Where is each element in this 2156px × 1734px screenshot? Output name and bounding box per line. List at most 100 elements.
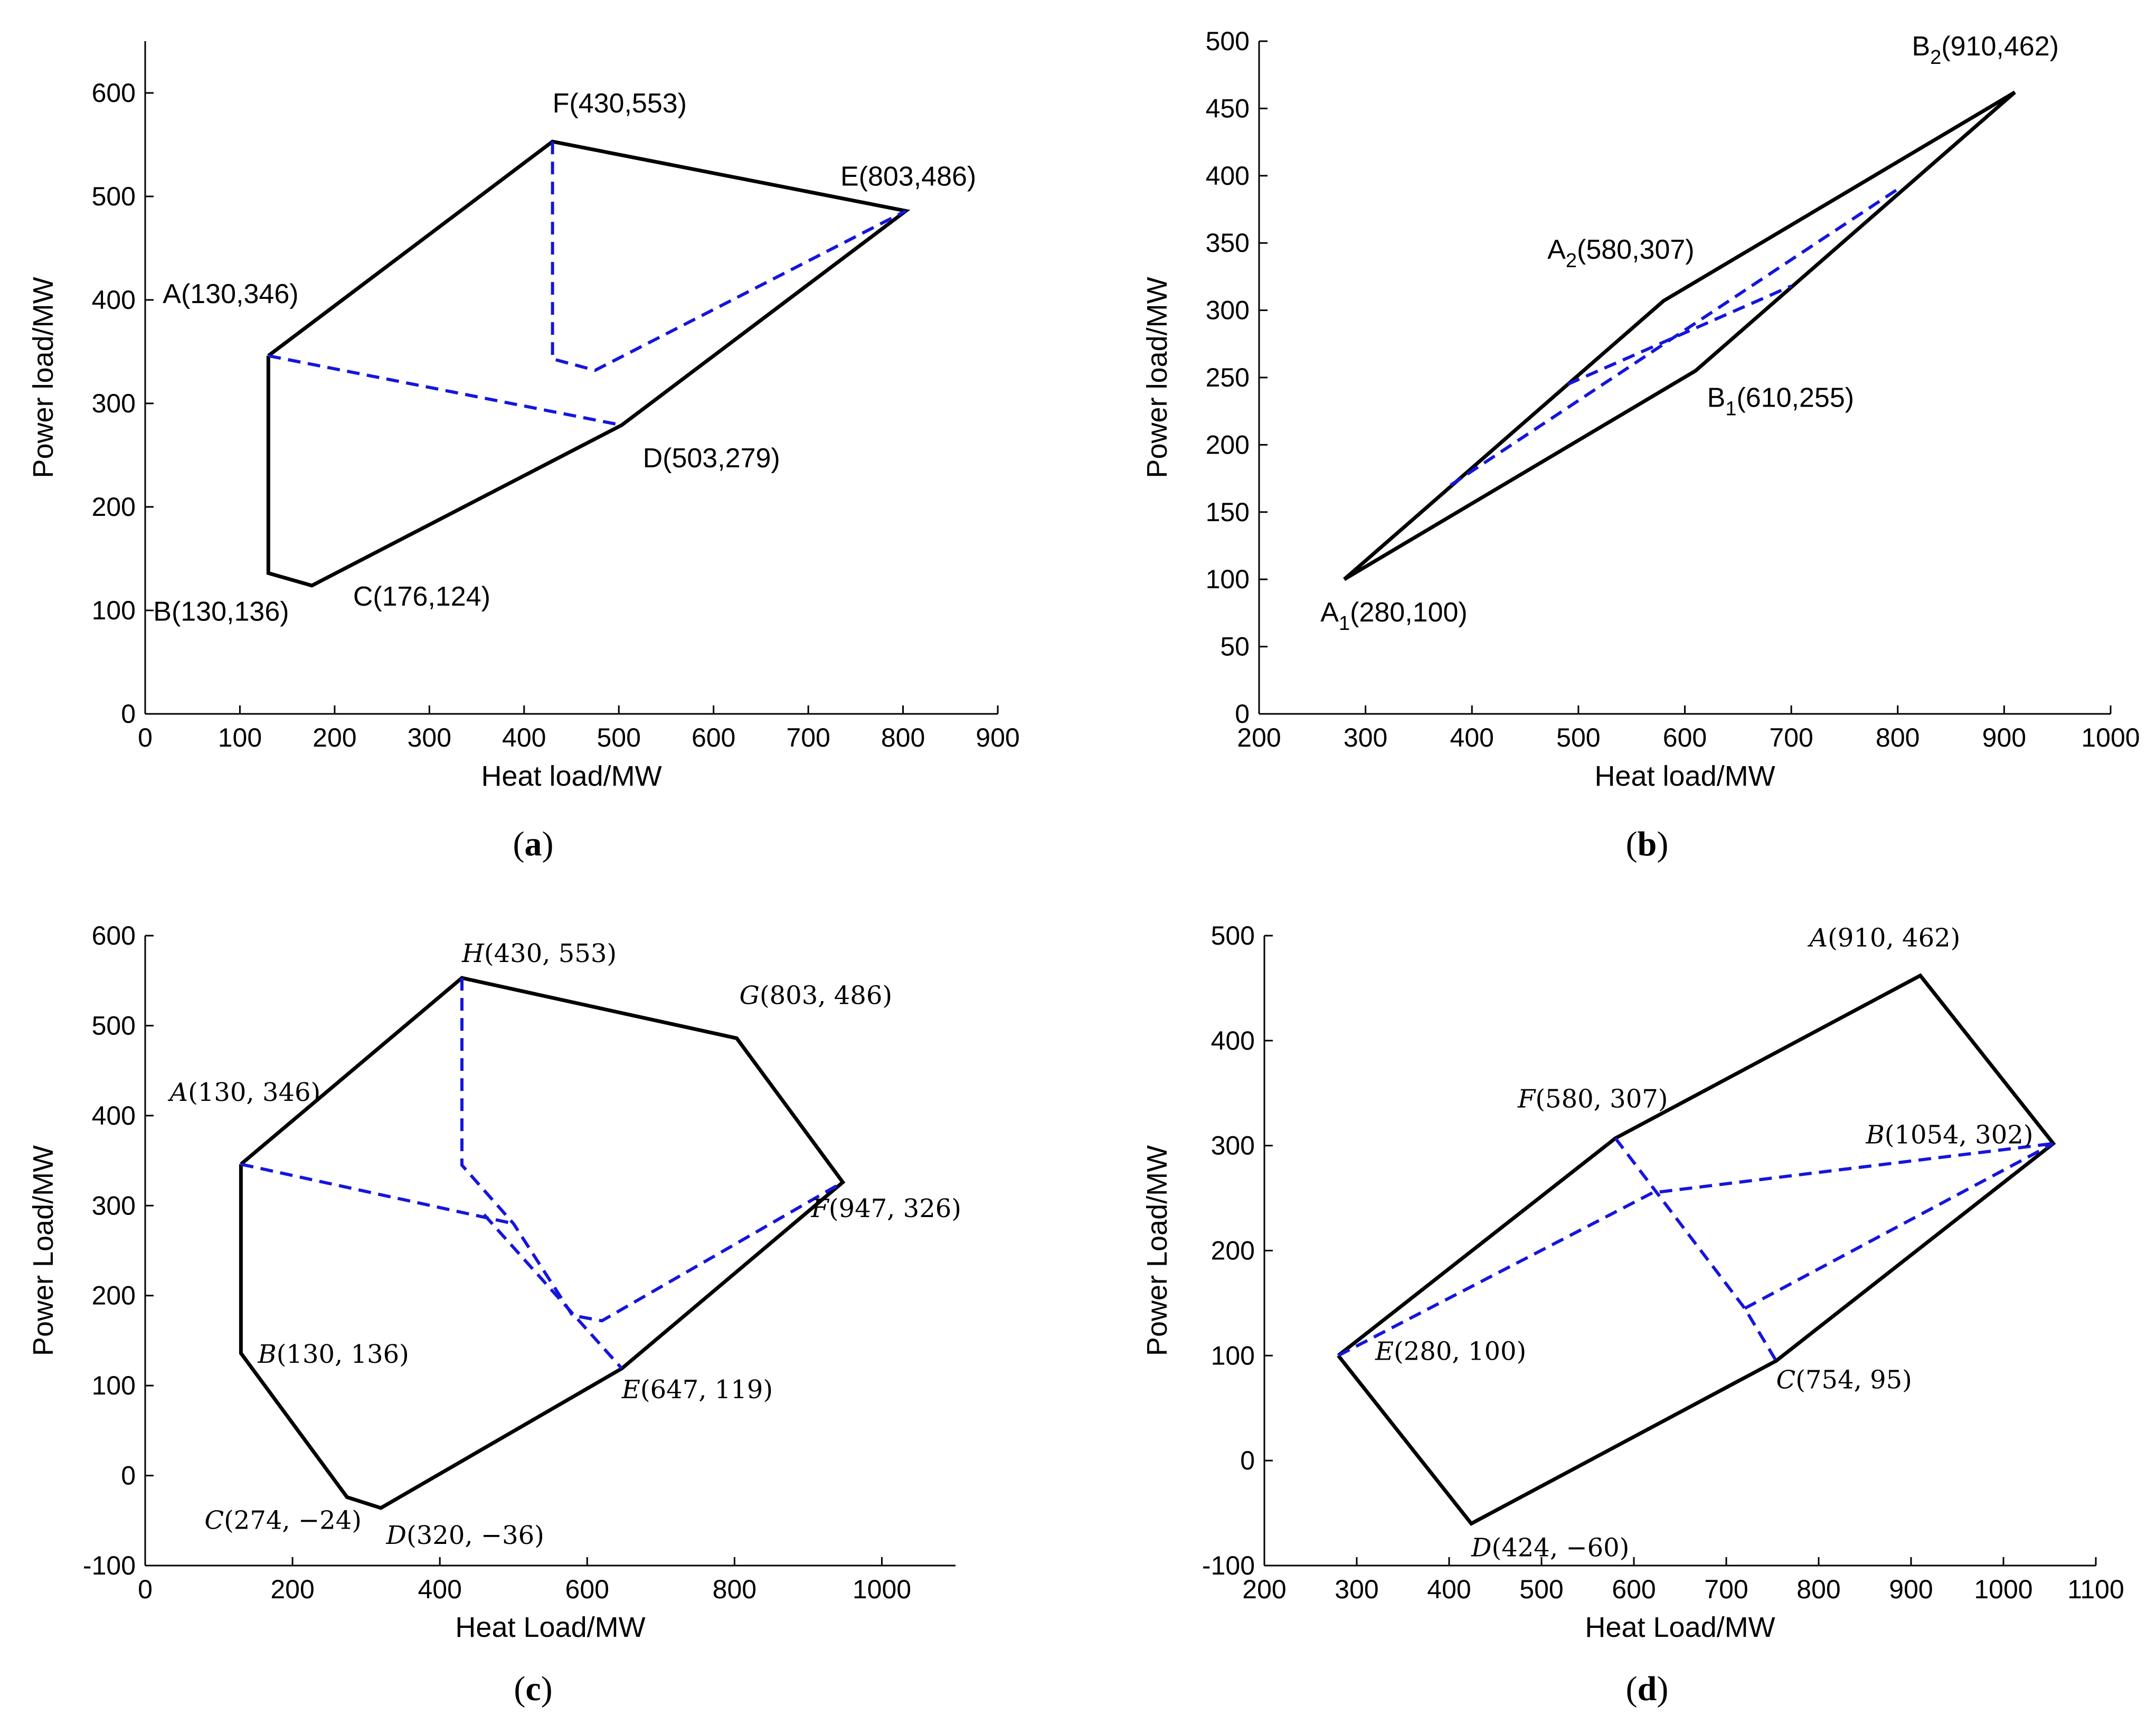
y-tick-label: 0	[121, 699, 136, 729]
point-label-b: B(130,136)	[153, 596, 289, 627]
point-letter: B	[1707, 382, 1726, 413]
partition-dashed-line	[1614, 1137, 1778, 1362]
x-tick-label: 400	[418, 1575, 461, 1604]
point-label-c: C(754, 95)	[1776, 1365, 1912, 1394]
y-axis-label: Power Load/MW	[27, 1145, 59, 1356]
y-tick-label: 500	[1211, 921, 1255, 950]
partition-dashed-line	[1567, 284, 1792, 386]
x-tick-label: 800	[881, 723, 925, 752]
point-label-b: B(1054, 302)	[1866, 1120, 2034, 1150]
y-tick-label: 500	[92, 182, 136, 211]
y-tick-label: 400	[92, 285, 136, 315]
y-tick-label: 600	[92, 78, 136, 108]
point-letter: C	[1776, 1365, 1796, 1394]
point-label-e: E(280, 100)	[1375, 1336, 1526, 1366]
caption-letter: a	[525, 825, 542, 863]
point-letter: C	[204, 1505, 224, 1535]
x-tick-label: 400	[502, 723, 546, 752]
x-tick-label: 1000	[2081, 723, 2140, 752]
point-letter: A	[1320, 597, 1339, 628]
point-coords: (320, −36)	[406, 1521, 544, 1550]
partition-dashed-line	[483, 1213, 623, 1370]
point-label-b: B(130, 136)	[257, 1340, 409, 1369]
point-label-h: H(430, 553)	[461, 939, 617, 968]
caption-paren: )	[542, 825, 554, 863]
panel-c: 0 200 400 600 800 1000-1000100200300400500600…	[27, 921, 961, 1708]
x-tick-label: 300	[1344, 723, 1387, 752]
point-coords: (280,100)	[1350, 597, 1468, 628]
y-tick-label: 50	[1220, 632, 1250, 662]
x-axis-label: Heat Load/MW	[1585, 1612, 1775, 1643]
partition-dashed-line	[1450, 187, 1899, 487]
point-letter: D	[1471, 1533, 1491, 1562]
x-tick-label: 500	[1519, 1575, 1563, 1604]
point-label-d: D(503,279)	[643, 443, 780, 474]
point-coords: (280, 100)	[1394, 1336, 1526, 1366]
point-coords: (1054, 302)	[1885, 1120, 2034, 1150]
x-tick-label: 900	[976, 723, 1019, 752]
y-axis-label: Power load/MW	[27, 277, 59, 478]
y-tick-label: 200	[92, 492, 136, 522]
x-tick-label: 200	[313, 723, 356, 752]
x-tick-label: 600	[1663, 723, 1707, 752]
point-coords: (580, 307)	[1535, 1085, 1668, 1114]
caption-paren: )	[1657, 1670, 1668, 1708]
y-tick-label: 0	[121, 1461, 136, 1491]
point-label-a: A(130, 346)	[167, 1078, 320, 1107]
operating-region-boundary	[1337, 973, 2056, 1526]
point-coords: (424, −60)	[1491, 1533, 1629, 1562]
y-tick-label: 200	[92, 1281, 136, 1311]
partition-dashed-line	[551, 142, 907, 372]
x-tick-label: 300	[408, 723, 451, 752]
y-tick-label: 600	[92, 921, 136, 950]
panel-caption-b: (b)	[1626, 825, 1669, 863]
point-letter: E	[621, 1375, 640, 1405]
point-coords: (910,462)	[1941, 31, 2059, 62]
caption-paren: (	[1626, 1670, 1638, 1708]
x-tick-label: 400	[1427, 1575, 1471, 1604]
y-tick-label: 400	[1206, 161, 1250, 191]
x-tick-label: 600	[692, 723, 735, 752]
point-label-f: F(580, 307)	[1517, 1085, 1668, 1114]
x-tick-label: 200	[1242, 1575, 1286, 1604]
point-coords: (274, −24)	[224, 1505, 362, 1535]
caption-paren: )	[541, 1670, 553, 1708]
point-label-g: G(803, 486)	[740, 981, 893, 1010]
point-subscript: 2	[1930, 46, 1941, 69]
caption-paren: (	[513, 825, 525, 863]
y-tick-label: 500	[92, 1011, 136, 1040]
operating-region-boundary	[266, 139, 911, 588]
x-tick-label: 600	[565, 1575, 609, 1604]
point-label-d: D(320, −36)	[386, 1521, 544, 1550]
x-tick-label: 800	[1876, 723, 1919, 752]
panel-caption-c: (c)	[514, 1670, 552, 1708]
point-label-e: E(647, 119)	[621, 1375, 773, 1405]
point-label-b2: B2(910,462)	[1912, 31, 2059, 69]
x-tick-label: 900	[1982, 723, 2026, 752]
x-tick-label: 200	[270, 1575, 314, 1604]
point-coords: (130, 136)	[277, 1340, 409, 1369]
operating-region-boundary	[239, 976, 846, 1510]
point-coords: (910, 462)	[1828, 923, 1960, 953]
partition-dashed-line	[1337, 1142, 2054, 1357]
point-coords: (803, 486)	[760, 981, 892, 1010]
caption-letter: c	[525, 1670, 541, 1708]
y-tick-label: 200	[1206, 430, 1250, 459]
panel-d: 200 300 400 500 600 700 800 900 1000 1100 -100 0 100…	[1141, 921, 2124, 1708]
panel-caption-d: (d)	[1626, 1670, 1669, 1708]
point-subscript: 1	[1339, 612, 1350, 635]
point-coords: (580,307)	[1577, 234, 1695, 265]
point-label-a2: A2(580,307)	[1547, 234, 1694, 272]
y-tick-label: 100	[92, 1371, 136, 1400]
y-tick-label: 100	[1206, 564, 1250, 594]
y-axis-label: Power load/MW	[1141, 277, 1173, 478]
caption-paren: )	[1657, 825, 1668, 863]
point-letter: A	[1547, 234, 1566, 265]
y-tick-label: 200	[1211, 1236, 1255, 1266]
x-tick-label: 300	[1335, 1575, 1378, 1604]
point-label-a: A(130,346)	[163, 279, 298, 309]
partition-dashed-line	[1744, 1142, 2054, 1310]
partition-dashed-line	[268, 354, 622, 427]
x-axis-label: Heat Load/MW	[455, 1612, 645, 1643]
point-label-b1: B1(610,255)	[1707, 382, 1854, 420]
